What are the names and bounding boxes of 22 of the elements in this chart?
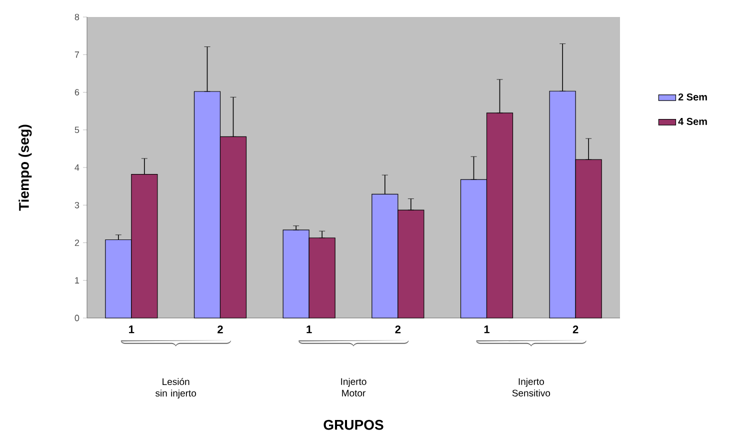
text: Injerto Motor bbox=[341, 378, 366, 396]
y-tick-label: 6 bbox=[74, 89, 80, 96]
text: Lesión sin injerto bbox=[156, 378, 196, 398]
x-tick-label: 2 bbox=[572, 326, 578, 334]
x-tick-label: 1 bbox=[306, 326, 312, 334]
text: GRUPOS bbox=[324, 420, 384, 430]
y-tick-label: 4 bbox=[74, 164, 80, 171]
x-tick-label: 2 bbox=[395, 326, 401, 334]
y-tick-label: 8 bbox=[74, 14, 80, 20]
legend-label: 2 Sem bbox=[678, 93, 707, 101]
text: Injerto Sensitivo bbox=[512, 378, 550, 396]
y-tick-label: 1 bbox=[75, 277, 80, 284]
y-tick-label: 3 bbox=[74, 202, 80, 208]
x-tick-label: 1 bbox=[129, 326, 134, 334]
y-tick-label: 5 bbox=[74, 126, 80, 134]
legend-label: 4 Sem bbox=[678, 118, 707, 126]
y-tick-label: 2 bbox=[74, 240, 80, 246]
x-tick-label: 2 bbox=[218, 326, 223, 334]
y-tick-label: 7 bbox=[74, 52, 80, 58]
x-tick-label: 1 bbox=[484, 326, 490, 334]
y-tick-label: 0 bbox=[74, 314, 80, 322]
y-axis-title: Tiempo (seg) bbox=[18, 124, 32, 211]
